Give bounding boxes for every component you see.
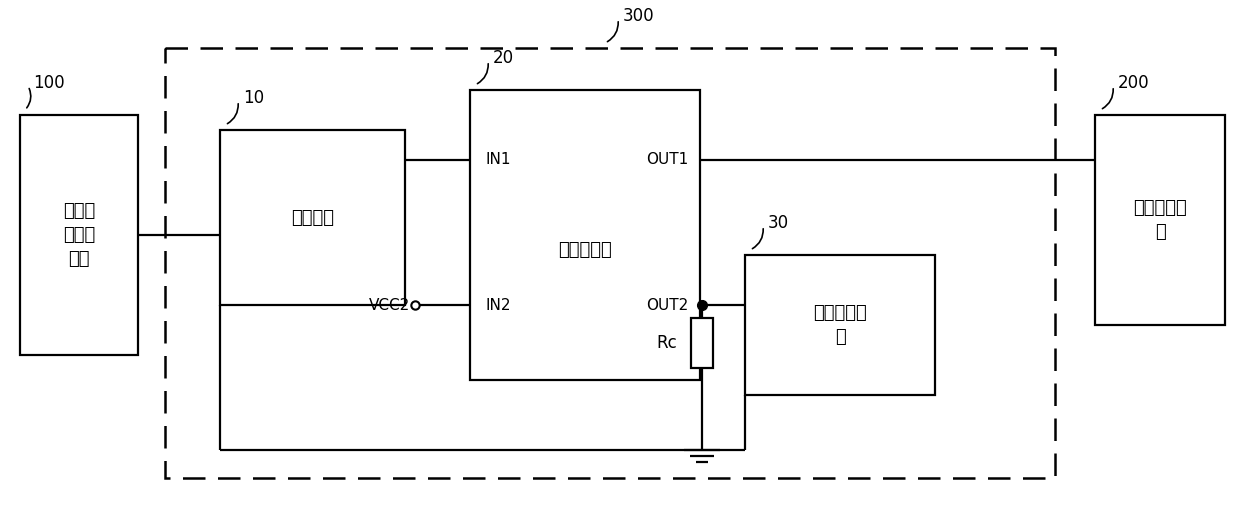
Bar: [745, 255, 935, 395]
Text: 10: 10: [243, 89, 264, 107]
Text: 电压比较电
路: 电压比较电 路: [813, 304, 867, 346]
Bar: [20, 115, 138, 355]
Bar: [470, 90, 700, 380]
Text: 开关电路: 开关电路: [291, 208, 335, 226]
Text: 源极驱动芯
片: 源极驱动芯 片: [1134, 199, 1187, 241]
Text: 200: 200: [1118, 74, 1150, 92]
Text: IN2: IN2: [486, 297, 510, 312]
Bar: [1095, 115, 1225, 325]
Text: 300: 300: [623, 7, 654, 25]
Bar: [165, 48, 1054, 478]
Text: 电流跟随器: 电流跟随器: [558, 241, 612, 259]
Text: IN1: IN1: [486, 153, 510, 168]
Text: 20: 20: [493, 49, 514, 67]
Bar: [221, 130, 405, 305]
Text: 30: 30: [768, 214, 789, 232]
Text: VCC2: VCC2: [369, 297, 410, 312]
Text: Rc: Rc: [657, 334, 676, 352]
Text: OUT2: OUT2: [646, 297, 688, 312]
Text: OUT1: OUT1: [646, 153, 688, 168]
Text: 电源管
理集成
电路: 电源管 理集成 电路: [63, 202, 95, 268]
Text: 100: 100: [33, 74, 64, 92]
Bar: [691, 318, 712, 368]
